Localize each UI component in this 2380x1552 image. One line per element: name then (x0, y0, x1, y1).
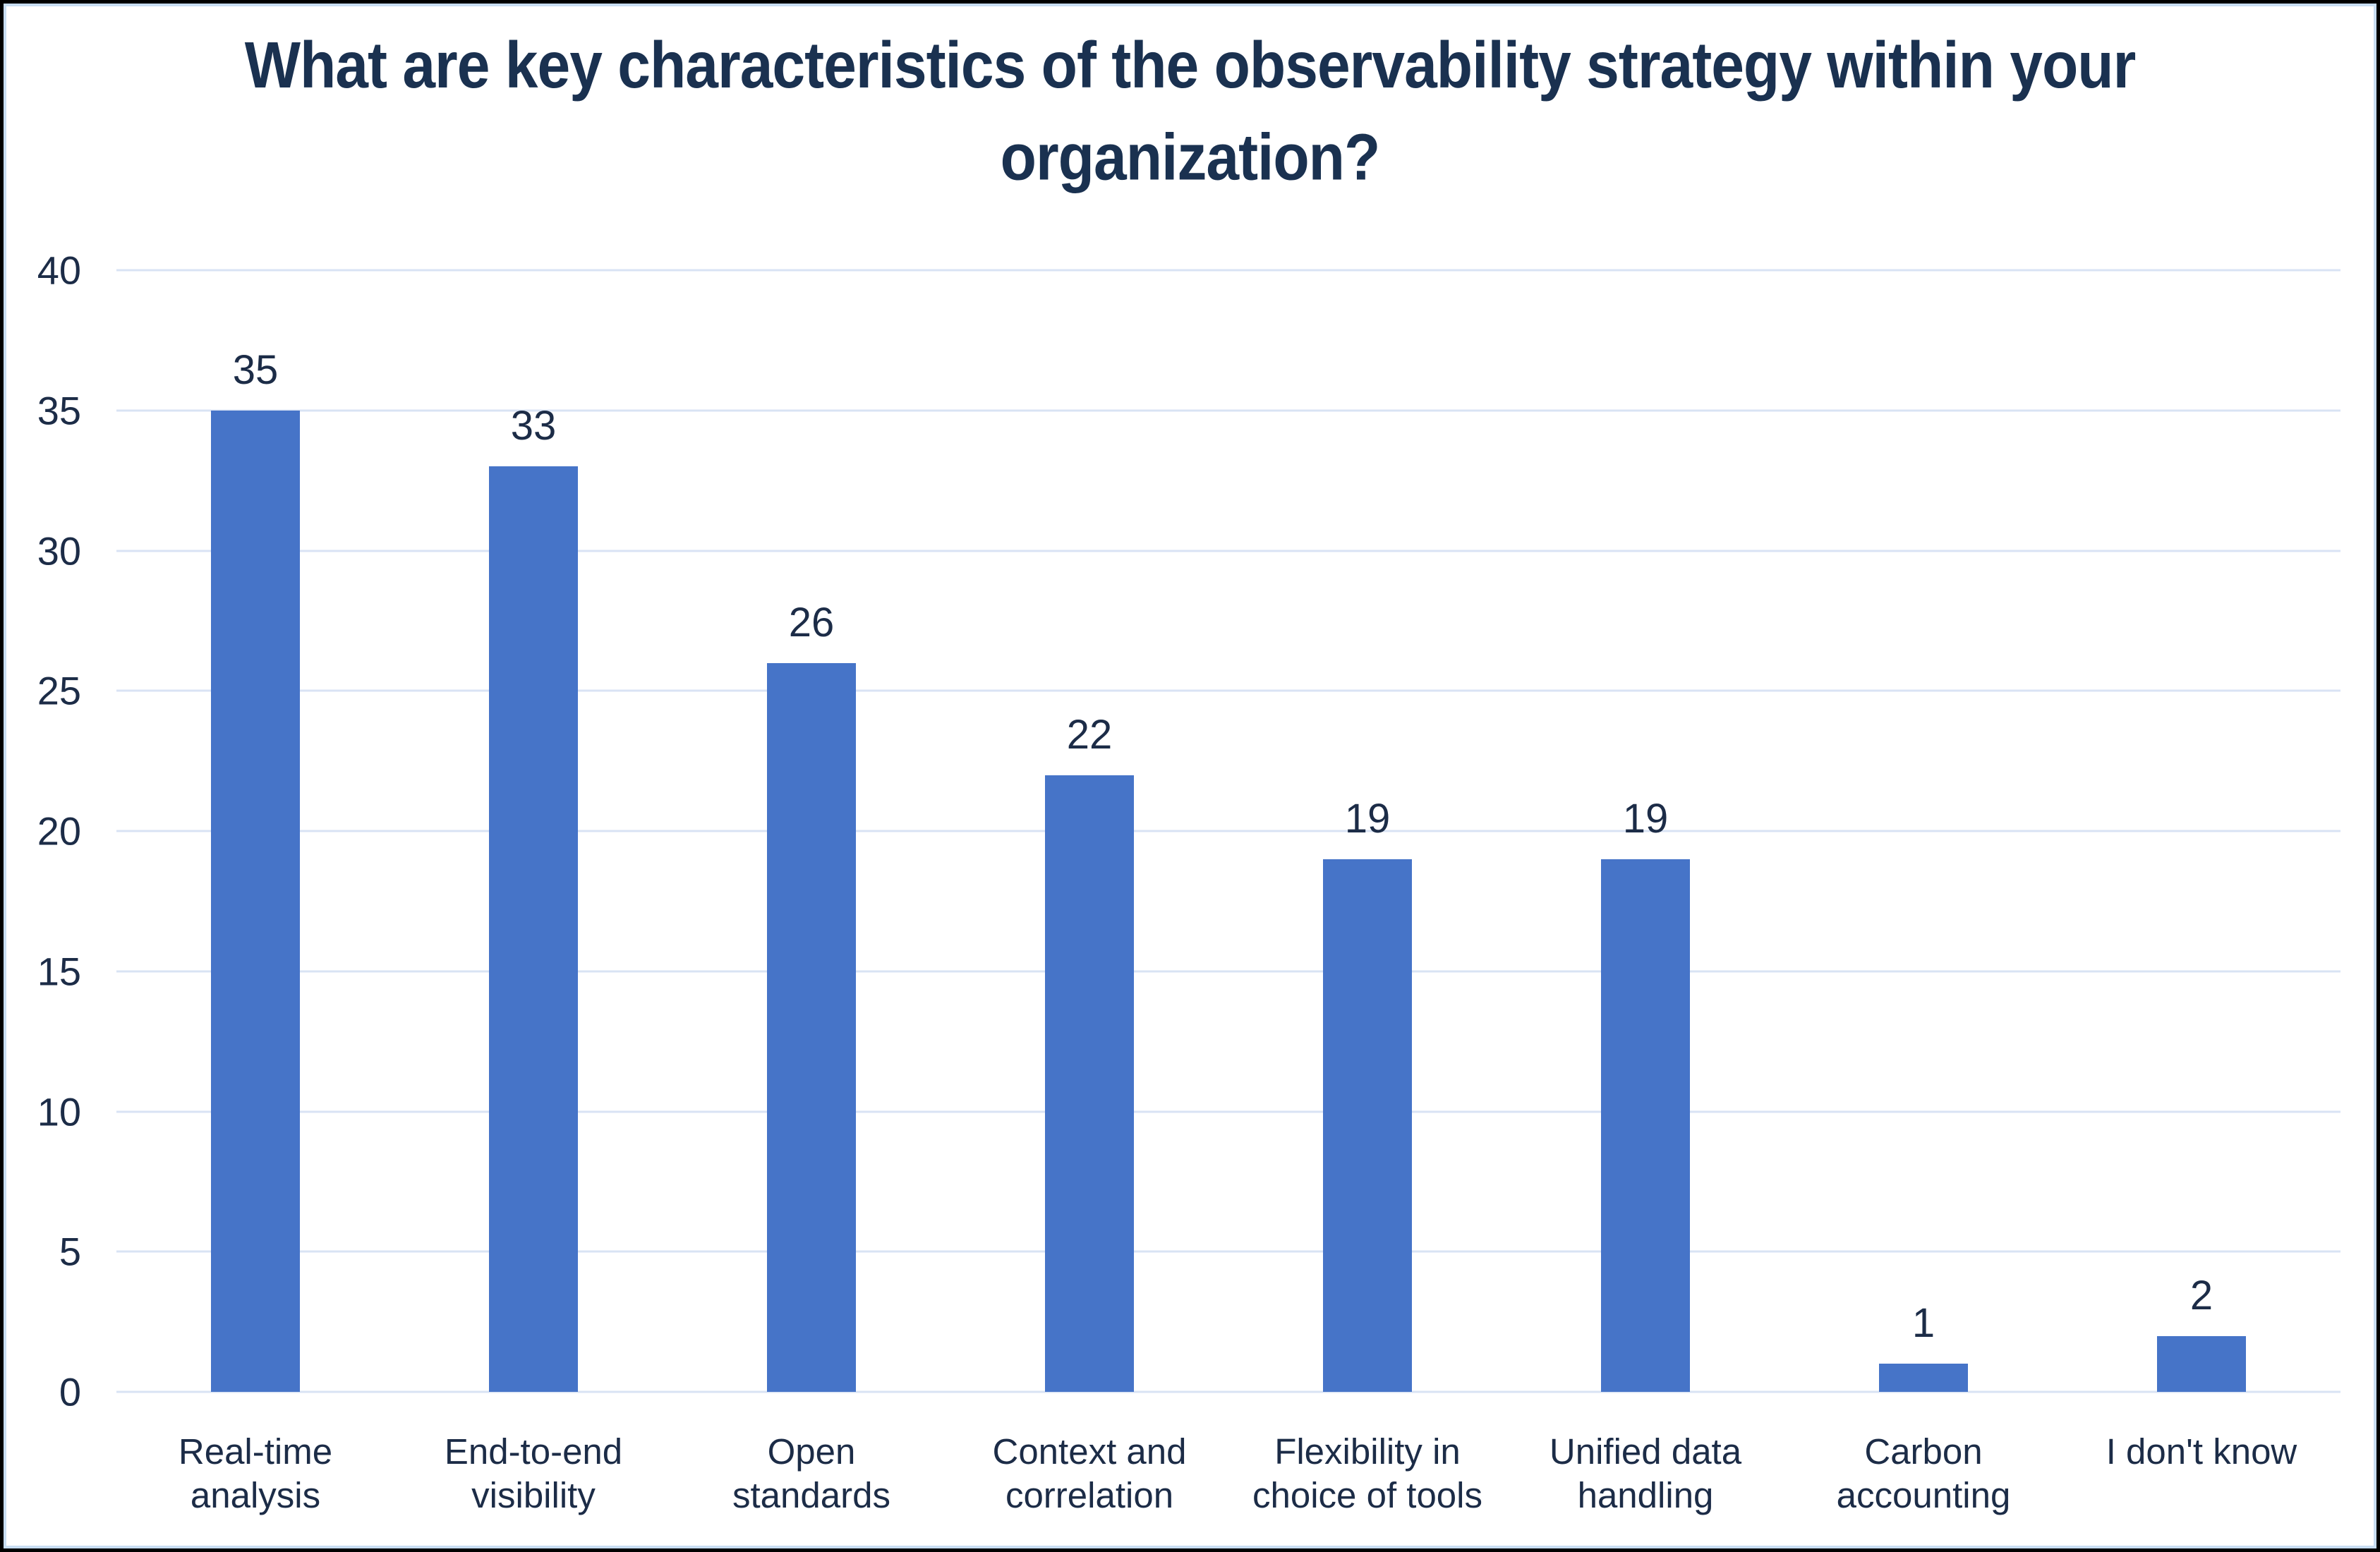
bar-value-label: 35 (232, 346, 279, 393)
category-label-line: I don't know (2106, 1431, 2297, 1472)
bar-Open standards (767, 662, 856, 1392)
chart-title: What are key characteristics of the obse… (244, 28, 2137, 194)
gridline (116, 1250, 2340, 1253)
bar-value-label: 19 (1622, 795, 1669, 842)
x-axis: Real-time analysis End-to-end visibility Ope… (116, 1430, 2340, 1517)
y-tick-label: 35 (37, 388, 81, 433)
category-label-line: handling (1577, 1475, 1714, 1515)
category-label: Flexibility in choice of tools (1228, 1430, 1506, 1517)
bar-slot: 35 (116, 270, 394, 1392)
bar-slot: 19 (1228, 270, 1506, 1392)
bar-End-to-end visibility (489, 466, 578, 1392)
bars-layer: 35 33 26 22 19 19 1 2 (116, 270, 2340, 1392)
category-label-line: correlation (1005, 1475, 1174, 1515)
category-label: End-to-end visibility (394, 1430, 672, 1517)
category-label-line: standards (732, 1475, 890, 1515)
category-label-line: Unified data (1549, 1431, 1742, 1472)
category-label: Real-time analysis (116, 1430, 394, 1517)
category-label-line: Flexibility in (1274, 1431, 1461, 1472)
bar-slot: 2 (2062, 270, 2340, 1392)
bar-Flexibility in choice of tools (1323, 859, 1412, 1392)
y-tick-label: 0 (59, 1369, 81, 1414)
bar-Unified data handling (1601, 859, 1690, 1392)
bar-slot: 26 (672, 270, 950, 1392)
category-label: Unified data handling (1506, 1430, 1784, 1517)
category-label-line: visibility (471, 1475, 596, 1515)
y-tick-label: 40 (37, 248, 81, 293)
category-label-line: analysis (190, 1475, 321, 1515)
plot-area: 0 5 10 15 20 25 30 35 40 35 33 26 22 19 19 1 2 (37, 248, 2340, 1414)
bar-value-label: 33 (510, 403, 557, 449)
category-label-line: accounting (1836, 1475, 2011, 1515)
gridline (116, 830, 2340, 832)
y-tick-label: 10 (37, 1089, 81, 1134)
category-label: Carbon accounting (1784, 1430, 2062, 1517)
bar-value-label: 22 (1066, 711, 1113, 758)
category-label-line: Real-time (178, 1431, 333, 1472)
bar-slot: 1 (1784, 270, 2062, 1392)
y-axis: 0 5 10 15 20 25 30 35 40 (0, 248, 81, 1414)
bar-value-label: 26 (788, 599, 835, 645)
bar-Context and correlation (1045, 775, 1134, 1392)
category-label-line: Context and (992, 1431, 1187, 1472)
y-tick-label: 30 (37, 528, 81, 573)
bar-value-label: 1 (1911, 1300, 1935, 1347)
y-tick-label: 25 (37, 668, 81, 713)
y-tick-label: 15 (37, 949, 81, 994)
bar-value-label: 19 (1344, 795, 1391, 842)
bar-slot: 19 (1506, 270, 1784, 1392)
bar-Carbon accounting (1879, 1364, 1968, 1392)
bar-I don't know (2157, 1335, 2246, 1392)
category-label-line: Carbon (1864, 1431, 1983, 1472)
bar-Real-time analysis (211, 410, 300, 1392)
gridline (116, 1110, 2340, 1113)
gridline (116, 269, 2340, 272)
gridline (116, 1390, 2340, 1393)
category-label: Open standards (672, 1430, 950, 1517)
category-label-line: End-to-end (444, 1431, 623, 1472)
category-label: Context and correlation (950, 1430, 1228, 1517)
bar-slot: 22 (950, 270, 1228, 1392)
y-tick-label: 5 (59, 1229, 81, 1274)
bar-value-label: 2 (2189, 1272, 2213, 1318)
category-label: I don't know (2062, 1430, 2340, 1517)
y-tick-label: 20 (37, 808, 81, 854)
gridline (116, 689, 2340, 692)
bar-slot: 33 (394, 270, 672, 1392)
gridline (116, 970, 2340, 973)
category-label-line: choice of tools (1252, 1475, 1483, 1515)
gridline (116, 550, 2340, 552)
gridline (116, 409, 2340, 412)
category-label-line: Open (767, 1431, 856, 1472)
